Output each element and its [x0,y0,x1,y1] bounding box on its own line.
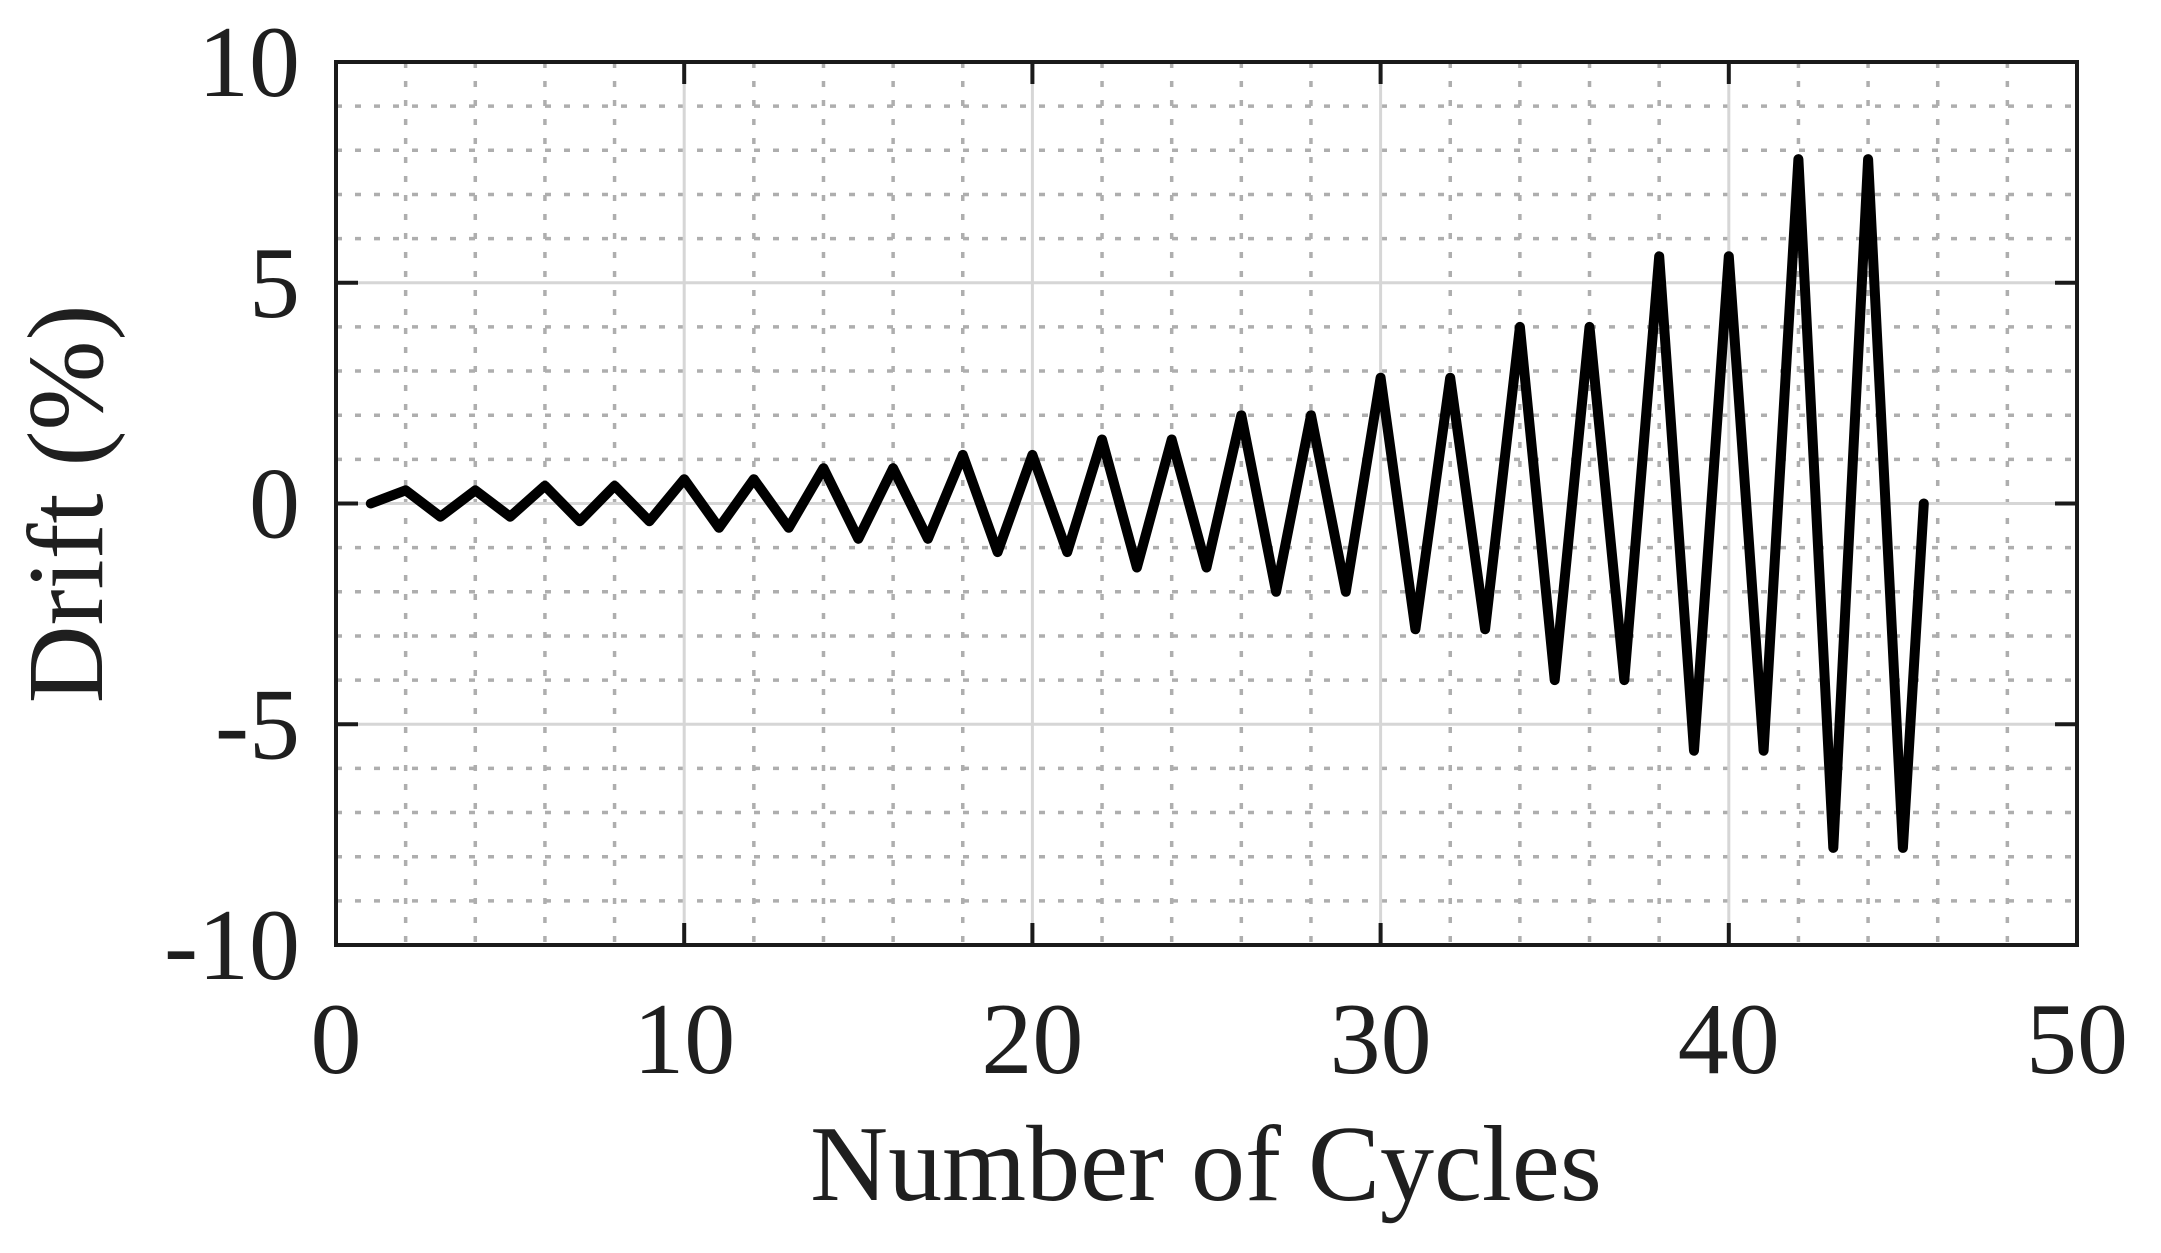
x-tick-label: 30 [1330,983,1432,1096]
x-tick-label: 10 [633,983,735,1096]
x-tick-labels: 0 10 20 30 40 50 [311,983,2129,1096]
y-tick-label: 5 [249,227,300,340]
x-tick-label: 20 [981,983,1083,1096]
x-tick-label: 0 [311,983,362,1096]
x-tick-label: 50 [2026,983,2128,1096]
drift-trace-line [365,154,1929,853]
x-axis-label: Number of Cycles [810,1105,1602,1224]
y-tick-label: -5 [215,668,300,781]
y-tick-label: 0 [249,448,300,561]
y-tick-labels: 10 5 0 -5 -10 [164,6,300,1002]
x-tick-label: 40 [1678,983,1780,1096]
y-tick-label: 10 [198,6,300,119]
plot-box-border [334,60,2079,947]
y-tick-label: -10 [164,889,300,1002]
y-axis-label: Drift (%) [7,305,126,704]
